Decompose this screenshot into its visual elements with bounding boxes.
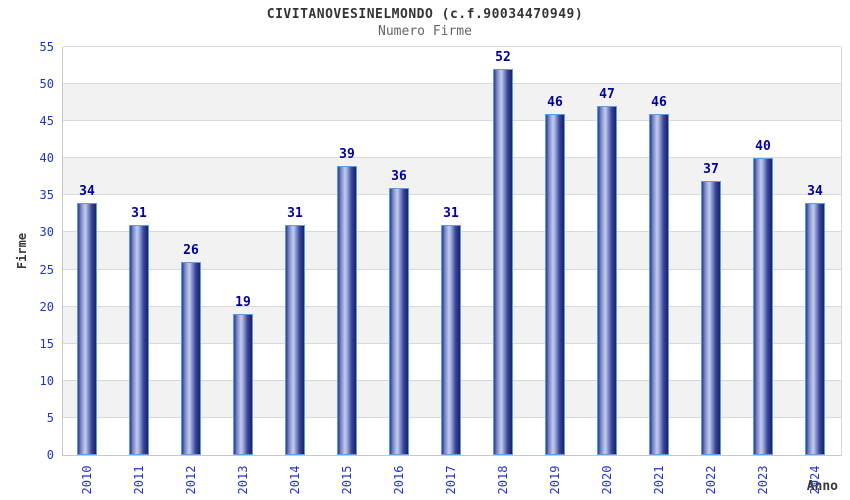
y-tick-label: 0: [46, 448, 54, 462]
bar-value-label: 31: [443, 206, 459, 221]
chart-subtitle: Numero Firme: [378, 24, 472, 39]
bar-value-label: 39: [339, 147, 355, 162]
bar-value-label: 19: [235, 295, 251, 310]
x-tick-label: 2014: [288, 465, 302, 495]
x-tick-label: 2013: [236, 465, 250, 495]
gridline: [63, 194, 841, 195]
bar-value-label: 31: [131, 206, 147, 221]
x-tick-label: 2022: [704, 465, 718, 495]
x-tick-label: 2020: [600, 465, 614, 495]
y-tick-label: 55: [39, 40, 54, 54]
x-axis-label: Anno: [806, 479, 838, 494]
bar-2016: [389, 188, 409, 455]
bar-2017: [441, 225, 461, 455]
x-tick-label: 2015: [340, 465, 354, 495]
gridline: [63, 157, 841, 158]
chart-title: CIVITANOVESINELMONDO (c.f.90034470949): [266, 7, 584, 22]
bar-value-label: 26: [183, 243, 199, 258]
bar-value-label: 37: [703, 162, 719, 177]
bar-2018: [493, 69, 513, 455]
x-tick-label: 2019: [548, 465, 562, 495]
bar-2014: [285, 225, 305, 455]
plot-band: [63, 84, 841, 122]
bar-2011: [129, 225, 149, 455]
y-tick-label: 10: [39, 374, 54, 388]
bar-value-label: 47: [599, 87, 615, 102]
plot-band: [63, 47, 841, 85]
y-tick-label: 25: [39, 263, 54, 277]
bar-2012: [181, 262, 201, 455]
bar-value-label: 46: [651, 95, 667, 110]
y-tick-label: 5: [46, 411, 54, 425]
plot-area: 34 31 26 19 31 39 36 31 52 46 47 46 37 40 34: [62, 46, 842, 456]
bar-2013: [233, 314, 253, 455]
gridline: [63, 46, 841, 47]
bar-value-label: 36: [391, 169, 407, 184]
bar-2022: [701, 181, 721, 455]
x-tick-label: 2012: [184, 465, 198, 495]
bar-2024: [805, 203, 825, 455]
y-tick-label: 20: [39, 300, 54, 314]
bar-2023: [753, 158, 773, 455]
y-tick-label: 45: [39, 114, 54, 128]
bar-value-label: 31: [287, 206, 303, 221]
y-tick-label: 30: [39, 225, 54, 239]
x-tick-label: 2017: [444, 465, 458, 495]
bar-value-label: 52: [495, 50, 511, 65]
plot-band: [63, 121, 841, 159]
x-tick-label: 2011: [132, 465, 146, 495]
bar-value-label: 34: [807, 184, 823, 199]
bar-value-label: 40: [755, 139, 771, 154]
y-tick-label: 40: [39, 151, 54, 165]
bar-value-label: 46: [547, 95, 563, 110]
gridline: [63, 83, 841, 84]
bar-2021: [649, 114, 669, 455]
y-axis: 0 5 10 15 20 25 30 35 40 45 50 55: [0, 0, 54, 500]
x-tick-label: 2010: [80, 465, 94, 495]
y-tick-label: 35: [39, 188, 54, 202]
y-tick-label: 15: [39, 337, 54, 351]
x-tick-label: 2021: [652, 465, 666, 495]
x-tick-label: 2018: [496, 465, 510, 495]
x-tick-label: 2023: [756, 465, 770, 495]
x-tick-label: 2024: [808, 465, 822, 495]
bar-2010: [77, 203, 97, 455]
gridline: [63, 120, 841, 121]
bar-2020: [597, 106, 617, 455]
y-tick-label: 50: [39, 77, 54, 91]
bar-2019: [545, 114, 565, 455]
bar-value-label: 34: [79, 184, 95, 199]
x-tick-label: 2016: [392, 465, 406, 495]
bar-2015: [337, 166, 357, 455]
